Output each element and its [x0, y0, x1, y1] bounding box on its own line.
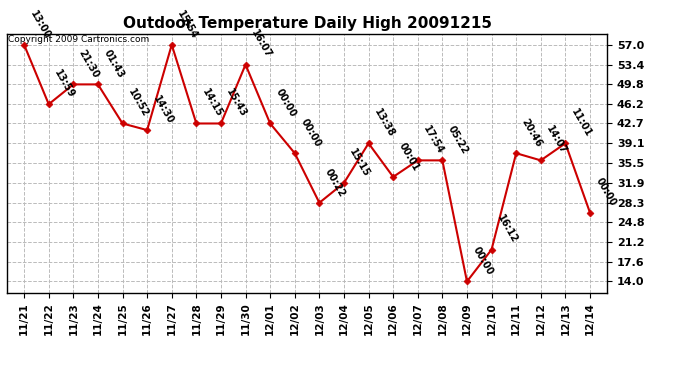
Text: 10:52: 10:52 — [126, 87, 150, 119]
Text: 14:07: 14:07 — [544, 124, 569, 156]
Text: 05:22: 05:22 — [446, 124, 470, 156]
Text: 00:00: 00:00 — [471, 245, 495, 277]
Text: 17:54: 17:54 — [422, 124, 446, 156]
Text: 00:00: 00:00 — [593, 176, 618, 208]
Text: 01:43: 01:43 — [101, 48, 126, 80]
Text: 00:00: 00:00 — [299, 117, 323, 149]
Text: 14:15: 14:15 — [200, 87, 224, 119]
Text: 20:46: 20:46 — [520, 117, 544, 149]
Text: 15:43: 15:43 — [225, 87, 249, 119]
Text: 00:00: 00:00 — [274, 87, 298, 119]
Text: 15:54: 15:54 — [175, 9, 199, 40]
Text: 00:01: 00:01 — [397, 141, 421, 172]
Text: 00:22: 00:22 — [323, 166, 347, 198]
Text: Copyright 2009 Cartronics.com: Copyright 2009 Cartronics.com — [8, 35, 149, 44]
Text: 16:12: 16:12 — [495, 213, 520, 245]
Text: 13:38: 13:38 — [372, 107, 397, 139]
Text: 13:59: 13:59 — [52, 68, 77, 100]
Text: 13:00: 13:00 — [28, 9, 52, 40]
Text: 16:07: 16:07 — [249, 28, 273, 60]
Text: 11:01: 11:01 — [569, 107, 593, 139]
Text: 15:15: 15:15 — [348, 147, 372, 178]
Text: 14:30: 14:30 — [151, 94, 175, 126]
Text: 21:30: 21:30 — [77, 48, 101, 80]
Title: Outdoor Temperature Daily High 20091215: Outdoor Temperature Daily High 20091215 — [123, 16, 491, 31]
